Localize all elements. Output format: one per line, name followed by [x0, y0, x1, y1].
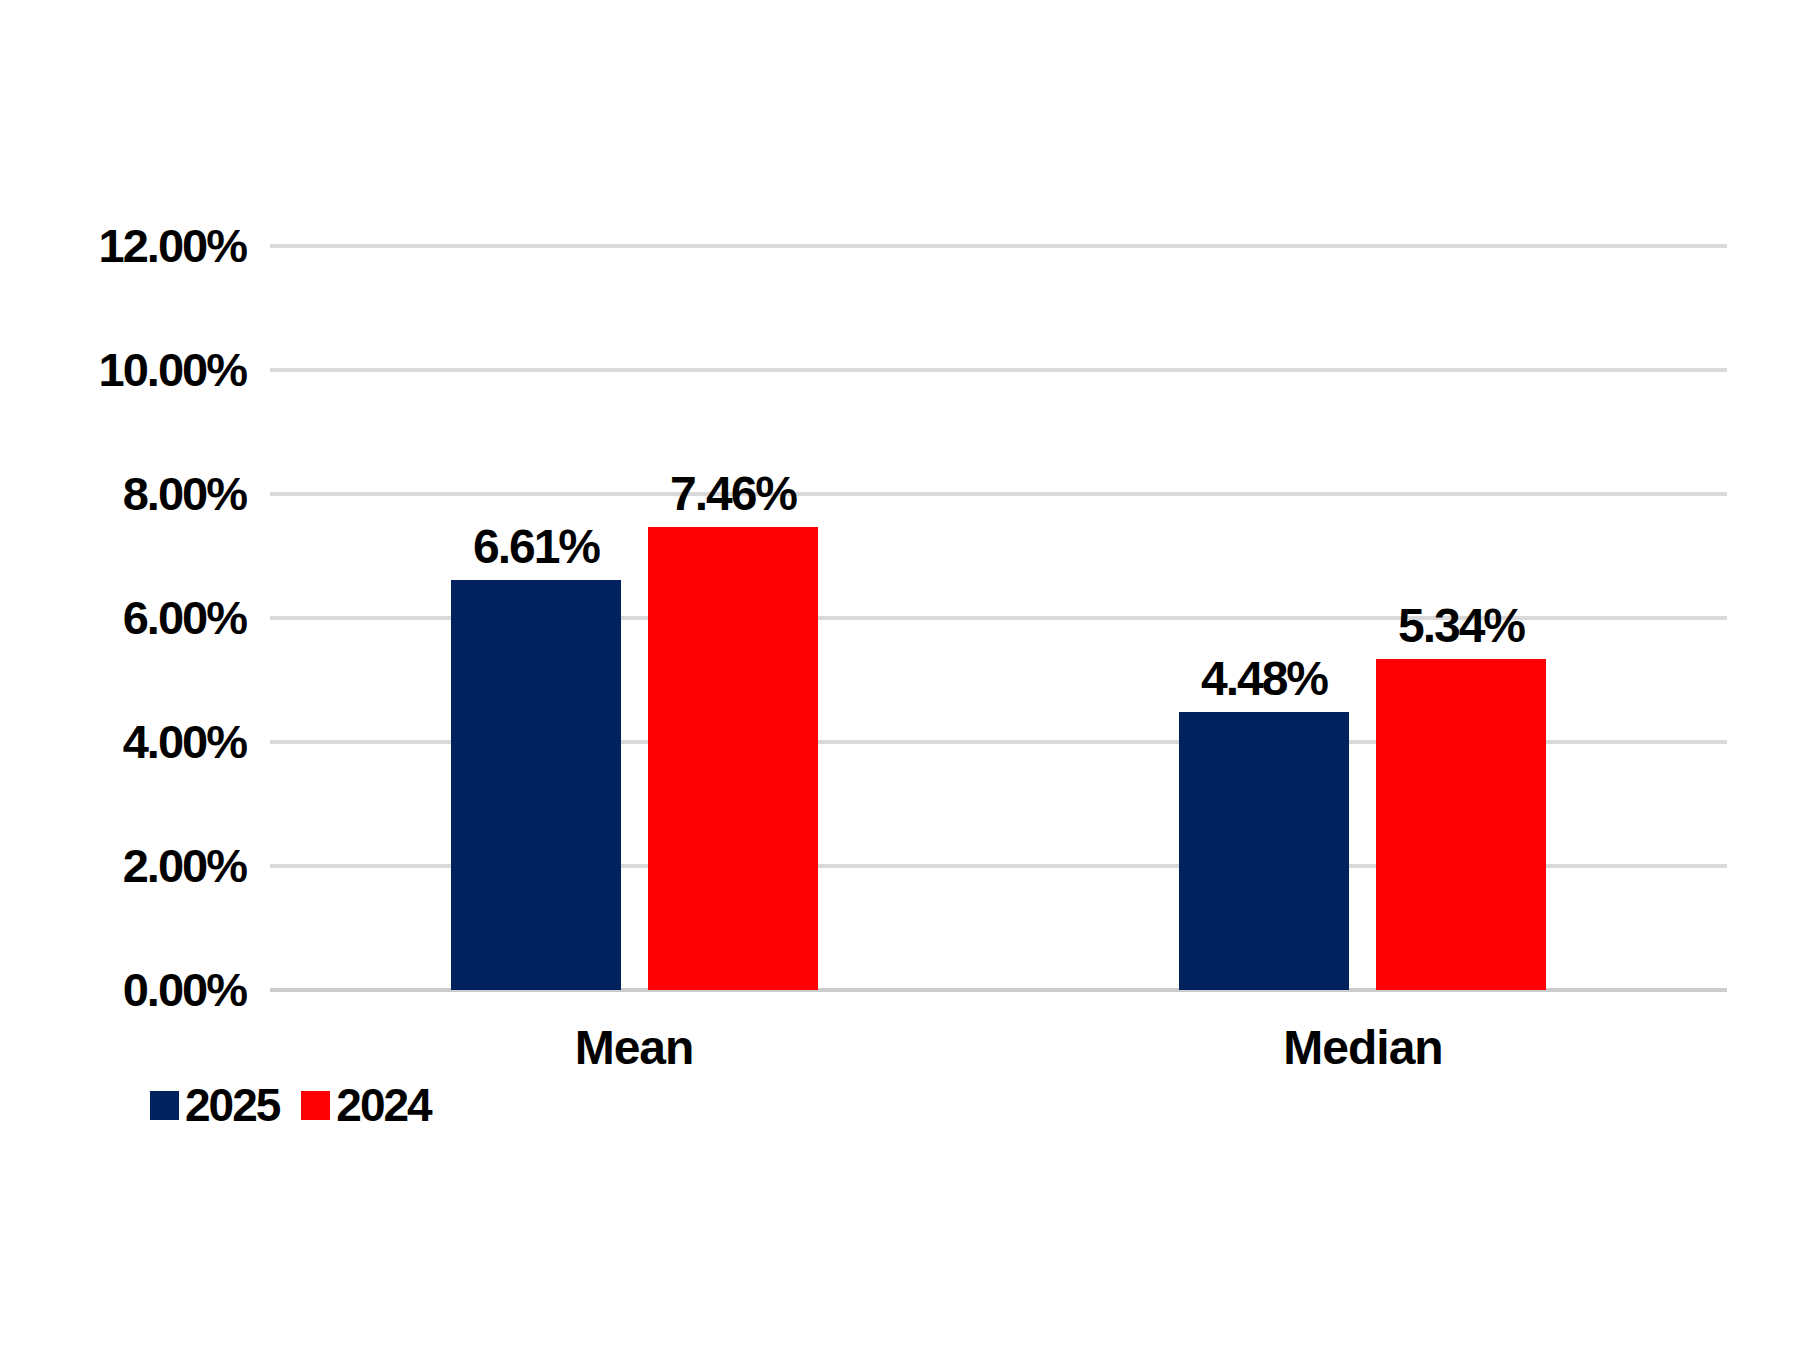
data-label-mean-2025: 6.61%: [366, 518, 706, 576]
legend-swatch-2024: [301, 1091, 330, 1120]
gridline: [270, 492, 1727, 496]
data-label-median-2025: 4.48%: [1094, 650, 1434, 708]
y-tick-label: 4.00%: [0, 713, 246, 771]
data-label-mean-2024: 7.46%: [563, 465, 903, 523]
legend: 2025 2024: [150, 1078, 453, 1132]
legend-label-2024: 2024: [336, 1078, 430, 1132]
gridline: [270, 244, 1727, 248]
legend-label-2025: 2025: [185, 1078, 279, 1132]
y-tick-label: 2.00%: [0, 837, 246, 895]
bar-median-2025: [1179, 712, 1349, 990]
legend-swatch-2025: [150, 1091, 179, 1120]
category-label-median: Median: [1163, 1018, 1563, 1078]
y-tick-label: 8.00%: [0, 465, 246, 523]
legend-item-2025: 2025: [150, 1078, 279, 1132]
category-label-mean: Mean: [434, 1018, 834, 1078]
y-tick-label: 10.00%: [0, 341, 246, 399]
bar-median-2024: [1376, 659, 1546, 990]
y-tick-label: 12.00%: [0, 217, 246, 275]
y-tick-label: 0.00%: [0, 961, 246, 1019]
data-label-median-2024: 5.34%: [1291, 597, 1631, 655]
bar-mean-2025: [451, 580, 621, 990]
bar-chart: 0.00% 2.00% 4.00% 6.00% 8.00% 10.00% 12.00% 6.…: [0, 0, 1800, 1350]
gridline: [270, 368, 1727, 372]
legend-item-2024: 2024: [301, 1078, 430, 1132]
y-tick-label: 6.00%: [0, 589, 246, 647]
bar-mean-2024: [648, 527, 818, 990]
